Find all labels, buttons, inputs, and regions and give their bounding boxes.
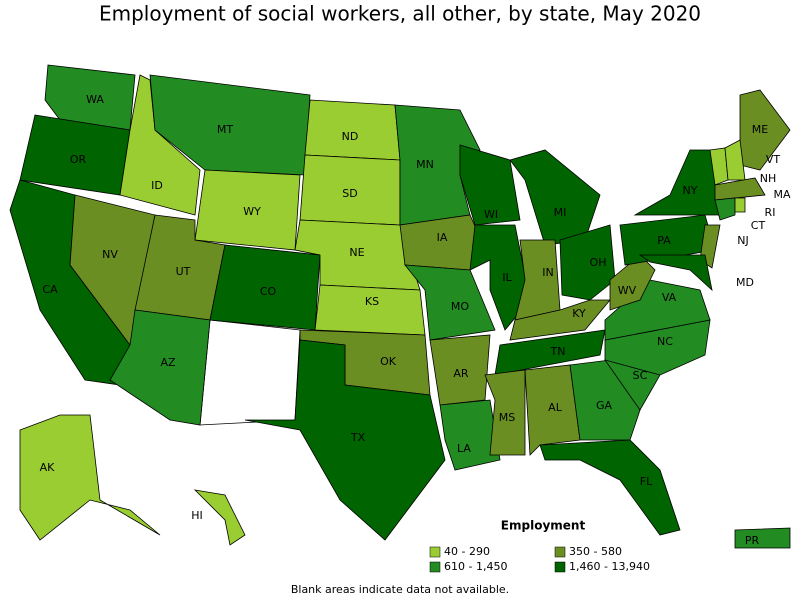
state-label: NY [683, 184, 698, 197]
state-label: TX [350, 431, 366, 444]
legend: 40 - 290 350 - 580 610 - 1,450 1,460 - 13,9… [429, 545, 650, 573]
state-label: CA [42, 283, 58, 296]
state [439, 399, 501, 471]
state-label: AZ [160, 356, 176, 369]
state-label: IA [437, 231, 448, 244]
state [484, 369, 526, 456]
state [459, 144, 521, 226]
state-label: GA [596, 399, 613, 412]
state-label: WI [484, 208, 498, 221]
state [394, 104, 481, 226]
footnote: Blank areas indicate data not available. [291, 583, 509, 596]
states [9, 64, 791, 549]
state-label: OK [380, 355, 397, 368]
legend-label: 1,460 - 13,940 [569, 560, 650, 573]
state [638, 254, 713, 292]
state-label: WA [86, 93, 104, 106]
state [109, 309, 211, 426]
legend-swatch [554, 561, 566, 573]
state-label: NJ [737, 234, 748, 247]
state-label: MS [499, 411, 515, 424]
state-label: WY [243, 205, 261, 218]
title: Employment of social workers, all other,… [99, 2, 701, 26]
state [429, 334, 491, 406]
state-label: HI [191, 509, 203, 522]
state-label: FL [640, 475, 653, 488]
state-label: OH [590, 256, 607, 269]
state-label: NC [657, 335, 673, 348]
state-label: WV [618, 284, 637, 297]
state-label: CT [751, 219, 766, 232]
state-label: TN [550, 345, 566, 358]
state-label: PA [657, 234, 671, 247]
state-label: MA [773, 188, 790, 201]
state [193, 489, 246, 546]
legend-title: Employment [501, 519, 586, 533]
state-label: MT [217, 123, 233, 136]
state-label: AL [548, 401, 563, 414]
state-label: VT [766, 153, 781, 166]
state [524, 364, 581, 456]
state-label: IN [542, 266, 553, 279]
state-label: ME [752, 123, 768, 136]
state [734, 197, 746, 213]
state [509, 149, 601, 246]
state-label: MD [736, 276, 754, 289]
legend-swatch [429, 561, 441, 573]
state-label: PR [745, 534, 760, 547]
state-labels: WA OR CA NV ID MT WY UT CO AZ ND SD NE KS OK TX MN IA MO AR… [40, 93, 791, 547]
state-label: IL [502, 271, 512, 284]
legend-swatch [554, 546, 566, 558]
state [714, 177, 766, 201]
state-label: RI [765, 206, 776, 219]
state-label: LA [457, 442, 471, 455]
legend-label: 40 - 290 [444, 545, 490, 558]
state-label: AR [453, 367, 469, 380]
state-label: MN [416, 158, 434, 171]
state-no-data [199, 319, 301, 426]
state-label: AK [40, 461, 56, 474]
state-label: NV [102, 248, 118, 261]
state [539, 439, 681, 536]
legend-label: 350 - 580 [569, 545, 622, 558]
legend-label: 610 - 1,450 [444, 560, 507, 573]
state [734, 527, 791, 549]
state [494, 329, 606, 376]
state [559, 224, 616, 301]
state [714, 197, 736, 221]
state-label: OR [70, 153, 87, 166]
state-label: SC [633, 369, 648, 382]
state-label: KS [365, 295, 379, 308]
state [19, 414, 161, 541]
state [469, 224, 531, 331]
state-label: CO [260, 285, 277, 298]
state-label: NH [760, 172, 777, 185]
state [314, 284, 426, 336]
state-label: VA [662, 291, 677, 304]
state [404, 264, 496, 341]
state-label: UT [176, 265, 191, 278]
state-label: MO [451, 300, 469, 313]
legend-swatch [429, 546, 441, 558]
state-label: NE [349, 246, 364, 259]
state [633, 149, 721, 216]
state [569, 359, 641, 441]
state-label: ND [342, 130, 359, 143]
state-label: MI [554, 206, 567, 219]
state [244, 339, 446, 541]
state-label: KY [572, 307, 586, 320]
state-label: ID [151, 179, 163, 192]
state-label: SD [342, 187, 357, 200]
